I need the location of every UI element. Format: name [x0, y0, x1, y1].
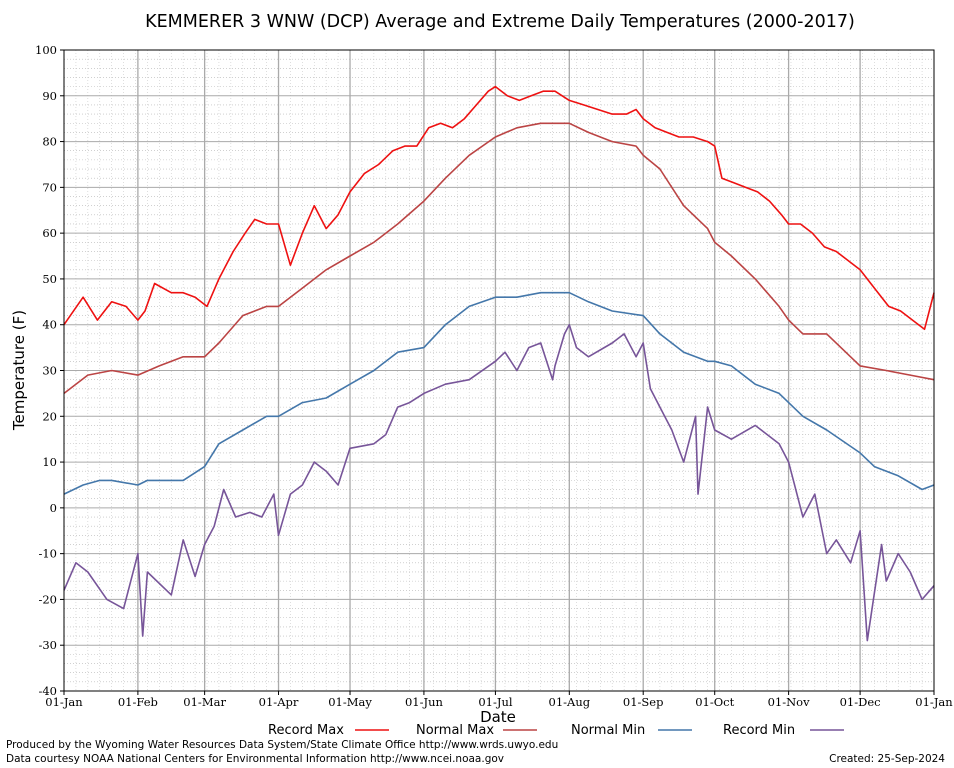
y-axis-ticks: -40 -30 -20 -10 0 10 20 30 40 50 60 70 80 90 100	[35, 43, 64, 698]
x-tick-label: 01-Dec	[840, 695, 881, 709]
series-line-normal-min	[63, 291, 935, 495]
y-tick-label: -40	[38, 684, 57, 698]
legend-label-record-min: Record Min	[723, 723, 795, 738]
series-layer	[63, 85, 935, 642]
x-axis-ticks: 01-Jan 01-Feb 01-Mar 01-Apr 01-May 01-Jun 01-J…	[45, 691, 953, 709]
y-tick-label: -20	[38, 592, 57, 606]
x-tick-label: 01-Jun	[405, 695, 444, 709]
legend-label-normal-min: Normal Min	[571, 723, 645, 738]
y-tick-label: -10	[38, 547, 57, 561]
x-tick-label: 01-Jul	[478, 695, 513, 709]
legend: Record Max Normal Max Normal Min Record Min	[268, 723, 844, 738]
x-tick-label: 01-Oct	[695, 695, 734, 709]
y-tick-label: 90	[42, 89, 57, 103]
y-tick-label: 20	[42, 409, 57, 423]
x-tick-label: 01-Mar	[183, 695, 226, 709]
major-gridlines	[64, 50, 934, 691]
x-tick-label: 01-Sep	[623, 695, 664, 709]
series-line-normal-max	[63, 122, 935, 395]
x-tick-label: 01-Jan	[45, 695, 83, 709]
y-tick-label: 60	[42, 226, 57, 240]
y-tick-label: 30	[42, 364, 57, 378]
y-tick-label: 80	[42, 135, 57, 149]
legend-label-record-max: Record Max	[268, 723, 344, 738]
y-tick-label: 70	[42, 180, 57, 194]
x-tick-label: 01-Aug	[549, 695, 591, 709]
footer-data-courtesy: Data courtesy NOAA National Centers for …	[6, 753, 504, 765]
x-axis-label: Date	[480, 708, 516, 726]
series-line-record-min	[63, 323, 935, 642]
y-tick-label: 0	[50, 501, 57, 515]
legend-label-normal-max: Normal Max	[416, 723, 494, 738]
chart-title: KEMMERER 3 WNW (DCP) Average and Extreme…	[145, 12, 855, 32]
y-tick-label: 50	[42, 272, 57, 286]
series-line-record-max	[63, 85, 935, 331]
minor-gridlines	[64, 50, 934, 691]
y-axis-label: Temperature (F)	[10, 310, 28, 431]
x-tick-label: 01-Nov	[768, 695, 811, 709]
x-tick-label: 01-Feb	[118, 695, 158, 709]
x-tick-label: 01-Apr	[259, 695, 299, 709]
x-tick-label: 01-Jan	[915, 695, 953, 709]
y-tick-label: -30	[38, 638, 57, 652]
footer-produced-by: Produced by the Wyoming Water Resources …	[6, 739, 558, 751]
y-tick-label: 40	[42, 318, 57, 332]
y-tick-label: 100	[35, 43, 57, 57]
x-tick-label: 01-May	[328, 695, 372, 709]
footer-created-date: Created: 25-Sep-2024	[829, 753, 945, 765]
y-tick-label: 10	[42, 455, 57, 469]
